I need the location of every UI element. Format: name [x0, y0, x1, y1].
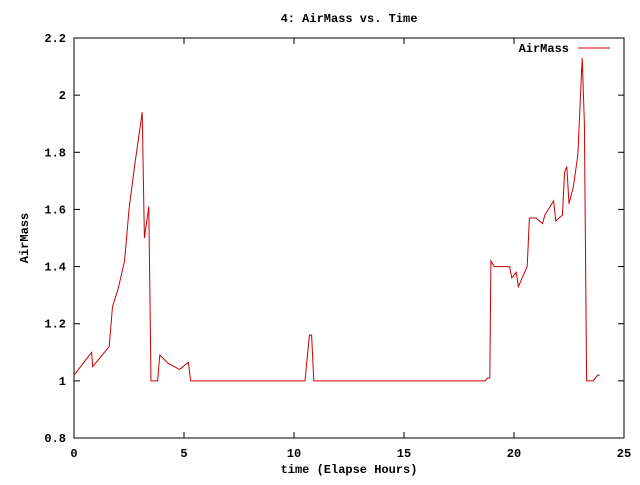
legend-label: AirMass — [519, 42, 569, 56]
x-tick-label: 15 — [397, 447, 411, 461]
y-tick-label: 2 — [59, 89, 66, 103]
plot-border — [73, 37, 625, 439]
x-tick-label: 25 — [617, 447, 631, 461]
y-tick-label: 1.8 — [44, 146, 66, 160]
y-tick-label: 1.6 — [44, 203, 66, 217]
x-tick-label: 10 — [287, 447, 301, 461]
y-tick-label: 1 — [59, 375, 66, 389]
data-line — [73, 57, 600, 382]
chart-title: 4: AirMass vs. Time — [281, 12, 418, 26]
x-tick-label: 5 — [180, 447, 187, 461]
y-tick-label: 0.8 — [44, 432, 66, 446]
x-axis-label: time (Elapse Hours) — [281, 463, 418, 477]
y-tick-label: 1.4 — [44, 261, 66, 275]
x-tick-label: 0 — [70, 447, 77, 461]
x-tick-label: 20 — [507, 447, 521, 461]
y-tick-label: 1.2 — [44, 318, 66, 332]
y-tick-label: 2.2 — [44, 32, 66, 46]
y-axis-label: AirMass — [18, 213, 32, 263]
